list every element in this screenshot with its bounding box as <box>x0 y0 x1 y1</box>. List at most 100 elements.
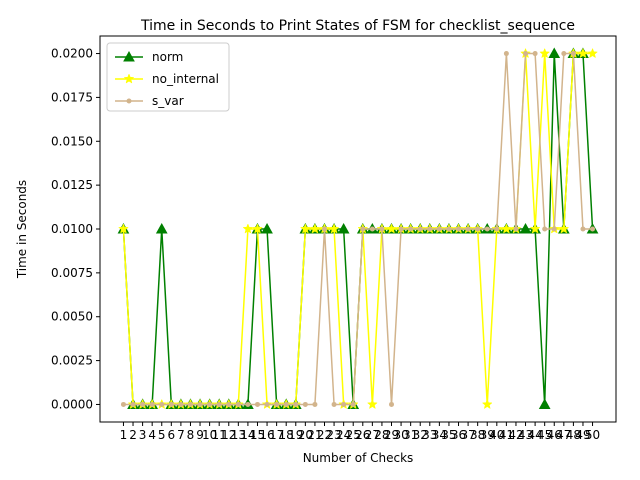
s_var-point <box>513 226 519 232</box>
y-axis: 0.0000 0.0025 0.0050 0.0075 0.0100 0.0125 0.01… <box>51 47 100 411</box>
no_internal-point <box>529 223 541 234</box>
no_internal-point <box>577 47 589 59</box>
norm-point <box>261 222 273 234</box>
s_var-point <box>168 401 174 407</box>
no_internal-point <box>118 223 129 234</box>
x-tick-label: 27 <box>365 428 380 442</box>
x-tick-label: 13 <box>231 428 246 442</box>
x-tick-label: 5 <box>158 428 166 442</box>
x-tick-label: 34 <box>432 428 447 442</box>
s_var-point <box>427 226 433 232</box>
s_var-point <box>197 401 203 407</box>
x-tick-label: 50 <box>585 428 600 442</box>
s_var-point <box>207 401 213 407</box>
no_internal-point <box>500 223 512 234</box>
x-tick-label: 26 <box>355 428 370 442</box>
x-tick-label: 39 <box>480 428 495 442</box>
x-tick-label: 3 <box>139 428 147 442</box>
s_var-point <box>283 401 289 407</box>
x-tick-label: 37 <box>460 428 475 442</box>
legend-label-no_internal: no_internal <box>152 72 219 86</box>
no_internal-point <box>309 223 321 234</box>
s_var-point <box>140 401 146 407</box>
legend-norm-point <box>123 50 135 62</box>
s_var-point <box>398 226 404 232</box>
s_var-point <box>523 51 529 57</box>
x-tick-label: 24 <box>336 428 351 442</box>
s_var-point <box>561 51 567 57</box>
series-s_var <box>120 51 596 407</box>
x-tick-label: 49 <box>575 428 590 442</box>
s_var-point <box>475 226 481 232</box>
s_var-point <box>120 401 126 407</box>
s_var-point <box>484 226 490 232</box>
x-tick-label: 20 <box>298 428 313 442</box>
s_var-point <box>494 226 500 232</box>
x-tick-label: 40 <box>489 428 504 442</box>
x-tick-label: 22 <box>317 428 332 442</box>
norm-point <box>155 222 168 234</box>
x-tick-label: 30 <box>393 428 408 442</box>
x-axis-label: Number of Checks <box>303 451 414 465</box>
s_var-point <box>417 226 423 232</box>
y-tick-label: 0.0100 <box>51 222 93 236</box>
norm-point <box>519 222 532 234</box>
y-tick-label: 0.0150 <box>51 134 93 148</box>
legend-box <box>106 42 230 112</box>
x-tick-label: 25 <box>346 428 361 442</box>
y-axis-label: Time in Seconds <box>15 180 29 279</box>
x-tick-label: 2 <box>129 428 137 442</box>
x-tick-label: 35 <box>441 428 456 442</box>
x-tick-label: 1 <box>120 428 128 442</box>
y-tick-label: 0.0175 <box>51 90 93 104</box>
no_internal-point <box>558 223 570 234</box>
x-axis: 1 2 3 4 5 6 7 8 91011121314151617181920212223242… <box>120 422 600 442</box>
no_internal-point <box>539 47 551 59</box>
s_var-point <box>360 226 366 232</box>
x-tick-label: 23 <box>326 428 341 442</box>
x-tick-label: 44 <box>527 428 542 442</box>
x-tick-label: 47 <box>556 428 571 442</box>
s_var-point <box>446 226 452 232</box>
s_var-point <box>254 401 260 407</box>
x-tick-label: 8 <box>187 428 195 442</box>
x-tick-label: 6 <box>168 428 176 442</box>
y-tick-label: 0.0075 <box>51 266 93 280</box>
s_var-point <box>542 226 548 232</box>
y-tick-label: 0.0025 <box>51 354 93 368</box>
x-tick-label: 11 <box>212 428 227 442</box>
s_var-point <box>216 401 222 407</box>
x-tick-label: 33 <box>422 428 437 442</box>
y-tick-label: 0.0050 <box>51 310 93 324</box>
s_var-point <box>350 401 356 407</box>
s_var-point <box>293 401 299 407</box>
s_var-point <box>369 226 375 232</box>
s_var-point <box>590 226 596 232</box>
x-tick-label: 18 <box>279 428 294 442</box>
s_var-point <box>465 226 471 232</box>
s_var-point <box>321 226 327 232</box>
no_internal-point <box>386 223 397 234</box>
s_var-point <box>226 401 232 407</box>
x-tick-label: 28 <box>374 428 389 442</box>
y-tick-label: 0.0125 <box>51 178 93 192</box>
norm-point <box>548 47 561 59</box>
x-tick-label: 17 <box>269 428 284 442</box>
x-tick-label: 4 <box>148 428 156 442</box>
s_var-point <box>341 401 347 407</box>
s_var-point <box>379 226 385 232</box>
x-tick-label: 10 <box>202 428 217 442</box>
x-tick-label: 46 <box>547 428 562 442</box>
s_var-point <box>274 401 280 407</box>
chart-title: Time in Seconds to Print States of FSM f… <box>140 18 575 34</box>
x-tick-label: 16 <box>259 428 274 442</box>
x-tick-label: 12 <box>221 428 236 442</box>
x-tick-label: 43 <box>518 428 533 442</box>
s_var-point <box>245 401 251 407</box>
x-tick-label: 9 <box>196 428 204 442</box>
x-tick-label: 31 <box>403 428 418 442</box>
s_var-point <box>570 51 576 57</box>
no_internal-point <box>587 47 598 59</box>
s_var-point <box>130 401 136 407</box>
